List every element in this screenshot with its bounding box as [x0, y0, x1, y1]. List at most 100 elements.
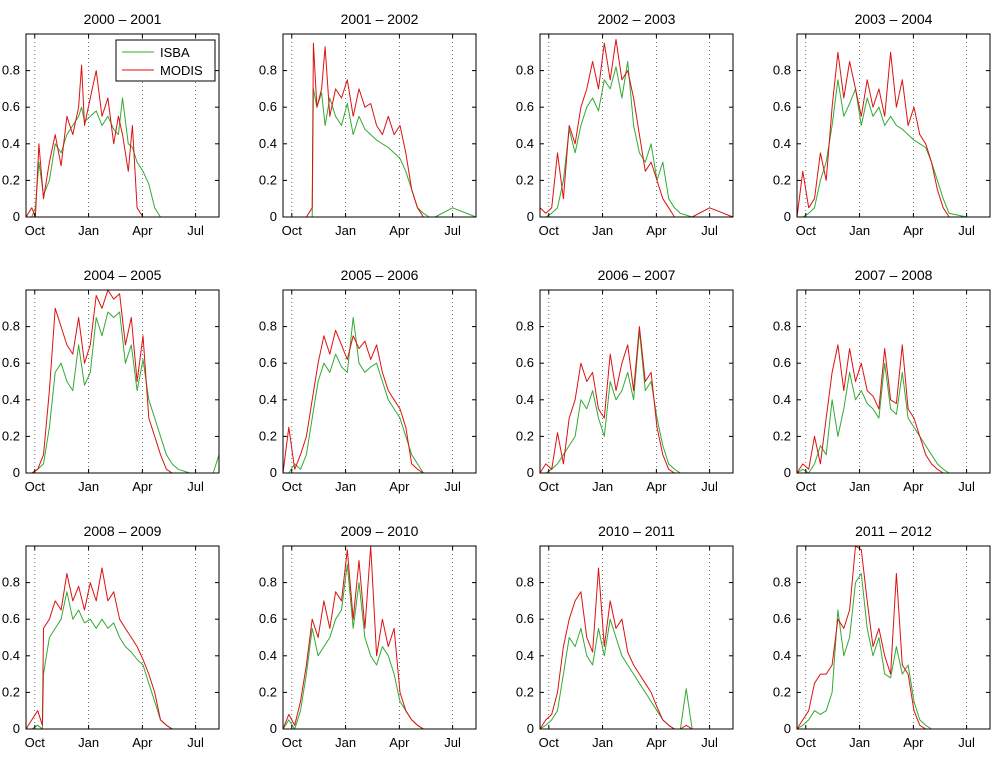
series-line-isba [539, 618, 733, 730]
x-tick-label: Jan [592, 223, 613, 238]
y-tick-label: 0 [13, 209, 20, 224]
x-tick-label: Oct [25, 223, 46, 238]
x-tick-label: Oct [25, 735, 46, 750]
x-tick-label: Jan [78, 735, 99, 750]
x-tick-label: Apr [132, 735, 153, 750]
y-tick-label: 0.6 [259, 99, 277, 114]
y-tick-label: 0.6 [516, 355, 534, 370]
x-tick-label: Apr [646, 223, 667, 238]
y-tick-label: 0.2 [773, 172, 791, 187]
x-tick-label: Oct [25, 479, 46, 494]
x-tick-label: Oct [539, 735, 560, 750]
axes-frame [796, 33, 991, 218]
y-tick-label: 0.4 [773, 648, 791, 663]
subplot-title: 2009 – 2010 [341, 523, 419, 539]
y-tick-label: 0.8 [259, 63, 277, 78]
x-tick-label: Oct [282, 479, 303, 494]
y-tick-label: 0.2 [2, 428, 20, 443]
x-tick-label: Oct [539, 223, 560, 238]
x-tick-label: Jul [187, 479, 204, 494]
x-tick-label: Apr [903, 223, 924, 238]
x-tick-label: Jul [701, 735, 718, 750]
y-tick-label: 0 [784, 721, 791, 736]
axes-frame [796, 545, 991, 730]
y-tick-label: 0.2 [259, 172, 277, 187]
subplot-title: 2006 – 2007 [598, 267, 676, 283]
axes-frame [25, 33, 220, 218]
x-tick-label: Jul [958, 223, 975, 238]
y-tick-label: 0.4 [2, 648, 20, 663]
series-line-modis [26, 289, 219, 474]
x-tick-label: Jan [78, 223, 99, 238]
series-line-modis [25, 64, 219, 218]
x-tick-label: Apr [903, 735, 924, 750]
x-tick-label: Jul [701, 479, 718, 494]
y-tick-label: 0.6 [259, 611, 277, 626]
subplot-11: Oct Jan Apr Jul 0 0.2 0.4 0.6 0.8 2010 – 2011 [516, 523, 734, 750]
y-tick-label: 0.2 [2, 172, 20, 187]
subplot-12: Oct Jan Apr Jul 0 0.2 0.4 0.6 0.8 2011 – 2012 [773, 523, 991, 750]
y-tick-label: 0.4 [259, 392, 277, 407]
x-tick-label: Jan [592, 479, 613, 494]
y-tick-label: 0 [784, 465, 791, 480]
x-tick-label: Apr [646, 479, 667, 494]
subplot-title: 2011 – 2012 [855, 523, 932, 539]
x-tick-label: Jan [592, 735, 613, 750]
x-tick-label: Jan [849, 479, 870, 494]
y-tick-label: 0 [527, 465, 534, 480]
x-tick-label: Jul [701, 223, 718, 238]
y-tick-label: 0 [13, 721, 20, 736]
series-line-modis [796, 344, 990, 474]
y-tick-label: 0 [527, 209, 534, 224]
series-line-isba [283, 317, 476, 474]
x-tick-label: Apr [389, 735, 410, 750]
subplot-9: Oct Jan Apr Jul 0 0.2 0.4 0.6 0.8 2008 – 2009 [2, 523, 220, 750]
y-tick-label: 0.4 [516, 136, 534, 151]
y-tick-label: 0.4 [516, 392, 534, 407]
y-tick-label: 0 [13, 465, 20, 480]
y-tick-label: 0.2 [259, 428, 277, 443]
x-tick-label: Apr [132, 223, 153, 238]
x-tick-label: Jul [444, 735, 461, 750]
series-line-isba [796, 362, 990, 474]
subplot-title: 2003 – 2004 [855, 11, 933, 27]
y-tick-label: 0.6 [773, 355, 791, 370]
subplot-2: Oct Jan Apr Jul 0 0.2 0.4 0.6 0.8 2001 – 2002 [259, 11, 477, 238]
subplot-5: Oct Jan Apr Jul 0 0.2 0.4 0.6 0.8 2004 – 2005 [2, 267, 220, 494]
y-tick-label: 0.6 [516, 611, 534, 626]
y-tick-label: 0.4 [2, 136, 20, 151]
series-line-isba [540, 329, 733, 474]
y-tick-label: 0 [527, 721, 534, 736]
axes-frame [282, 545, 477, 730]
y-tick-label: 0.6 [2, 355, 20, 370]
x-tick-label: Oct [282, 735, 303, 750]
y-tick-label: 0.6 [2, 611, 20, 626]
legend: ISBA MODIS [115, 39, 216, 82]
y-tick-label: 0.8 [2, 63, 20, 78]
y-tick-label: 0 [784, 209, 791, 224]
y-tick-label: 0.6 [773, 99, 791, 114]
y-tick-label: 0.6 [2, 99, 20, 114]
x-tick-label: Apr [646, 735, 667, 750]
subplot-10: Oct Jan Apr Jul 0 0.2 0.4 0.6 0.8 2009 – 2010 [259, 523, 477, 750]
subplot-title: 2008 – 2009 [84, 523, 162, 539]
x-tick-label: Jan [335, 479, 356, 494]
y-tick-label: 0 [270, 721, 277, 736]
y-tick-label: 0.8 [2, 319, 20, 334]
legend-label-isba: ISBA [160, 45, 190, 60]
subplot-7: Oct Jan Apr Jul 0 0.2 0.4 0.6 0.8 2006 – 2007 [516, 267, 734, 494]
subplot-4: Oct Jan Apr Jul 0 0.2 0.4 0.6 0.8 2003 – 2004 [773, 11, 991, 238]
y-tick-label: 0.8 [2, 575, 20, 590]
series-line-isba [796, 573, 990, 730]
x-tick-label: Oct [796, 735, 817, 750]
series-line-modis [25, 567, 219, 730]
axes-frame [539, 545, 734, 730]
subplot-title: 2005 – 2006 [341, 267, 419, 283]
y-tick-label: 0.8 [516, 63, 534, 78]
x-tick-label: Jan [78, 479, 99, 494]
y-tick-label: 0.4 [516, 648, 534, 663]
y-tick-label: 0.8 [773, 575, 791, 590]
series-line-modis [539, 326, 733, 474]
axes-frame [25, 545, 220, 730]
